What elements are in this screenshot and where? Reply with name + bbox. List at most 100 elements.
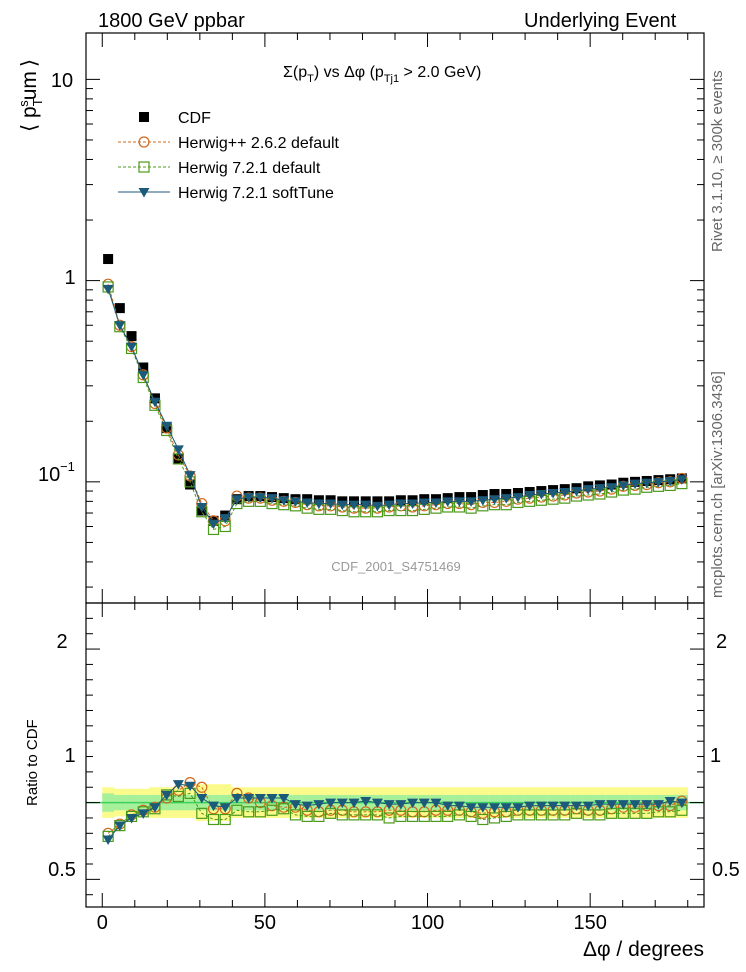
ratio-point-herwig-7-2-1-softtune	[231, 793, 243, 804]
data-point-herwig-7-2-1-softtune	[371, 501, 383, 512]
ratio-point-herwig-7-2-1-default	[488, 812, 501, 824]
ratio-point-herwig-7-2-1-softtune	[371, 798, 383, 809]
data-point-herwig-7-2-1-softtune	[547, 489, 559, 499]
chart-title: Σ(pT) vs Δφ (pTj1 > 2.0 GeV)	[283, 64, 481, 85]
data-point-herwig-7-2-1-softtune	[348, 500, 360, 511]
ratio-plot-frame	[85, 602, 705, 908]
ratio-tick-label-2: 2	[56, 631, 67, 653]
ratio-point-herwig-7-2-1-softtune	[664, 797, 676, 807]
analysis-label: CDF_2001_S4751469	[331, 559, 460, 574]
ratio-point-herwig-7-2-1-default	[196, 807, 208, 819]
ratio-point-herwig-7-2-1-softtune	[360, 797, 372, 807]
ratio-point-herwig-7-2-1-default	[266, 804, 278, 816]
ratio-point-herwig-7-2-1-softtune	[383, 800, 395, 810]
ratio-point-herwig-7-2-1-softtune	[208, 801, 220, 812]
axis-ticks	[86, 33, 704, 907]
ratio-point-herwig-7-2-1-softtune	[559, 801, 571, 812]
data-point-herwig-7-2-1-softtune	[477, 496, 489, 506]
x-tick-label: 100	[411, 912, 444, 934]
data-point-herwig-7-2-1-softtune	[570, 487, 582, 497]
ratio-point-herwig-7-2-1-softtune	[512, 803, 524, 813]
ratio-tick-label-1: 1	[64, 745, 75, 767]
ratio-point-herwig-7-2-1-softtune	[313, 800, 325, 810]
ratio-point-herwig-7-2-1-softtune	[535, 801, 547, 812]
ratio-point-herwig-7-2-1-softtune	[348, 798, 360, 809]
ratio-axis-label: Ratio to CDF	[24, 719, 41, 806]
data-point-cdf	[512, 488, 523, 499]
data-point-herwig-7-2-1-softtune	[453, 497, 465, 507]
data-point-herwig-7-2-1-softtune	[594, 484, 606, 494]
ratio-point-herwig-7-2-1-default	[442, 810, 454, 823]
data-point-herwig-7-2-1-softtune	[336, 500, 348, 511]
ratio-point-herwig-7-2-1-softtune	[172, 780, 184, 790]
x-axis-label: Δφ / degrees	[583, 938, 704, 961]
data-point-herwig-7-2-1-softtune	[243, 493, 255, 503]
data-point-herwig-7-2-1-softtune	[313, 499, 325, 510]
ratio-point-herwig-7-2-1-default	[243, 806, 255, 818]
x-tick-label: 0	[97, 912, 108, 934]
data-point-herwig-7-2-1-softtune	[254, 493, 266, 503]
ratio-point-herwig-7-2-1-softtune	[617, 800, 629, 810]
ratio-point-herwig-7-2-1-softtune	[278, 793, 290, 804]
data-point-herwig-7-2-1-softtune	[325, 499, 337, 510]
ratio-point-herwig-7-2-1-softtune	[524, 801, 536, 812]
x-tick-label: 150	[573, 912, 606, 934]
ratio-point-herwig-7-2-1-softtune	[407, 798, 419, 809]
ratio-point-herwig-7-2-1-softtune	[254, 793, 266, 804]
ratio-point-herwig-7-2-1-softtune	[243, 793, 255, 804]
ratio-point-herwig-7-2-1-default	[406, 810, 419, 823]
ratio-point-herwig-7-2-1-softtune	[489, 803, 501, 813]
ratio-line-herwig-7-2-1-default	[107, 792, 682, 837]
data-point-herwig-7-2-1-softtune	[137, 370, 149, 381]
ratio-point-herwig-7-2-1-default	[348, 809, 360, 821]
ratio-point-herwig-7-2-1-default	[324, 807, 337, 819]
ratio-point-herwig-7-2-1-default	[172, 790, 184, 803]
ratio-point-herwig-7-2-1-default	[594, 809, 606, 821]
ratio-point-herwig-7-2-1-softtune	[652, 800, 664, 810]
data-point-cdf	[138, 362, 149, 373]
ratio-point-herwig-7-2-1-softtune	[570, 801, 582, 812]
data-point-herwig-7-2-1-softtune	[126, 342, 138, 353]
data-point-herwig-7-2-1-softtune	[617, 481, 629, 491]
ratio-series	[102, 777, 688, 845]
data-point-herwig-7-2-1-softtune	[641, 478, 653, 489]
data-point-herwig-7-2-1-softtune	[231, 495, 243, 505]
data-point-herwig-7-2-1-softtune	[161, 421, 173, 432]
data-point-herwig-7-2-1-softtune	[430, 498, 442, 508]
ratio-point-herwig-7-2-1-default	[430, 810, 442, 823]
ratio-line-herwig-2-6-2-default	[107, 782, 683, 834]
data-point-cdf	[114, 303, 125, 314]
ratio-point-herwig-7-2-1-softtune	[219, 803, 231, 813]
data-point-herwig-7-2-1-softtune	[676, 475, 688, 485]
data-point-herwig-7-2-1-softtune	[664, 476, 676, 487]
data-point-cdf	[372, 496, 383, 507]
legend-label-cdf: CDF	[178, 110, 211, 127]
data-point-herwig-7-2-1-softtune	[184, 471, 196, 481]
data-point-cdf	[103, 254, 114, 265]
data-point-cdf	[454, 492, 465, 503]
ratio-point-herwig-7-2-1-softtune	[184, 781, 196, 792]
ratio-point-herwig-7-2-1-default	[289, 809, 302, 821]
main-series	[102, 254, 688, 536]
ratio-point-herwig-7-2-1-default	[477, 813, 489, 826]
mcplots-label: mcplots.cern.ch [arXiv:1306.3436]	[709, 371, 726, 598]
data-point-cdf	[489, 489, 500, 500]
ratio-point-herwig-7-2-1-default	[313, 810, 325, 823]
header-right: Underlying Event	[524, 10, 677, 32]
y-tick-label-1: 1	[64, 267, 75, 289]
data-point-herwig-7-2-1-softtune	[512, 493, 524, 503]
data-point-herwig-7-2-1-softtune	[172, 445, 184, 455]
legend-marker-herwig-7-2-1-softtune	[138, 188, 150, 198]
ratio-point-herwig-7-2-1-softtune	[325, 798, 337, 809]
data-point-herwig-7-2-1-softtune	[196, 502, 208, 513]
ratio-point-herwig-7-2-1-softtune	[629, 800, 641, 810]
ratio-point-herwig-7-2-1-softtune	[594, 800, 606, 810]
ratio-point-herwig-7-2-1-default	[278, 803, 290, 815]
data-point-herwig-7-2-1-softtune	[465, 497, 477, 507]
ratio-point-herwig-7-2-1-default	[664, 806, 676, 818]
data-point-herwig-7-2-1-softtune	[418, 498, 430, 508]
rivet-label: Rivet 3.1.10, ≥ 300k events	[709, 70, 726, 252]
data-point-cdf	[466, 492, 477, 503]
ratio-point-herwig-7-2-1-softtune	[418, 798, 430, 809]
